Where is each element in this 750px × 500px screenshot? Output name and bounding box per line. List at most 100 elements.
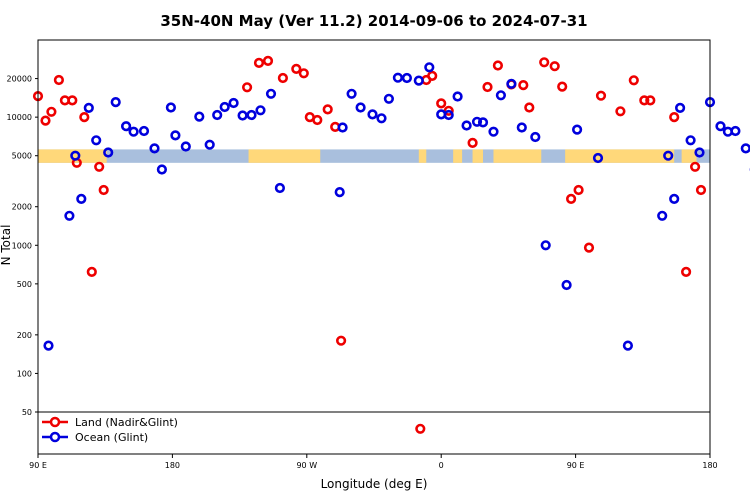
plot-frame <box>37 39 711 413</box>
land-point <box>40 115 51 126</box>
y-axis-label: N Total <box>0 225 13 266</box>
surface-type-bands <box>38 149 710 163</box>
land-band-segment <box>472 149 484 163</box>
land-point <box>539 57 550 68</box>
y-tick-label: 500 <box>17 280 32 289</box>
land-band-segment <box>418 149 427 163</box>
land-point <box>680 266 692 278</box>
ocean-point <box>334 187 345 198</box>
land-point <box>427 70 438 81</box>
ocean-point <box>540 240 551 251</box>
land-point <box>492 60 504 71</box>
ocean-point <box>103 147 114 158</box>
data-points <box>32 55 750 434</box>
y-tick-label: 10000 <box>7 113 32 122</box>
legend-ocean-label: Ocean (Glint) <box>75 431 148 444</box>
ocean-point <box>91 135 102 146</box>
ocean-point <box>413 75 424 86</box>
ocean-point <box>401 72 413 84</box>
land-point <box>595 90 607 101</box>
land-point <box>467 137 478 148</box>
land-point <box>689 161 701 172</box>
ocean-point <box>120 121 132 132</box>
land-point <box>253 57 265 69</box>
ocean-point <box>165 102 176 113</box>
ocean-point <box>424 62 435 73</box>
y-tick-label: 2000 <box>12 203 32 212</box>
ocean-point <box>156 164 167 175</box>
land-point <box>436 98 447 109</box>
ocean-point <box>516 122 527 133</box>
ocean-point <box>383 93 395 104</box>
ocean-point <box>228 97 239 109</box>
land-point <box>79 111 90 123</box>
land-point <box>557 81 568 92</box>
ocean-point <box>255 105 266 116</box>
ocean-point <box>452 91 463 102</box>
legend-ocean-marker <box>49 431 61 443</box>
ocean-point <box>561 279 572 291</box>
y-tick-label: 200 <box>17 331 32 340</box>
x-tick-label: 90 W <box>296 461 317 470</box>
land-point <box>277 72 289 84</box>
ocean-point <box>219 101 230 113</box>
ocean-point <box>367 109 378 120</box>
y-tick-label: 20000 <box>7 75 32 84</box>
land-point <box>573 184 584 196</box>
ocean-point <box>274 182 286 194</box>
land-point <box>669 111 680 123</box>
land-band-segment <box>248 149 321 163</box>
ocean-point <box>622 340 634 351</box>
ocean-point <box>170 130 181 141</box>
ocean-point <box>212 109 223 121</box>
x-axis-label: Longitude (deg E) <box>321 477 428 491</box>
ocean-point <box>346 88 357 99</box>
land-point <box>53 74 65 86</box>
land-point <box>46 106 57 117</box>
x-axis-ticks: 90 E 180 90 W 0 90 E 180 <box>29 454 718 470</box>
land-point <box>524 102 535 113</box>
land-point <box>322 104 333 115</box>
ocean-band <box>38 149 710 163</box>
legend-land-marker <box>49 416 61 428</box>
land-point <box>482 81 493 93</box>
land-point <box>262 55 274 67</box>
land-band-segment <box>681 149 697 163</box>
land-point <box>645 95 656 106</box>
ocean-point <box>376 113 387 124</box>
chart-title: 35N-40N May (Ver 11.2) 2014-09-06 to 202… <box>160 12 587 30</box>
x-tick-label: 90 E <box>567 461 585 470</box>
x-tick-label: 180 <box>702 461 717 470</box>
ocean-point <box>355 102 366 113</box>
x-tick-label: 180 <box>165 461 180 470</box>
ocean-point <box>669 193 680 204</box>
ocean-point <box>83 102 94 113</box>
ocean-point <box>657 210 668 221</box>
land-point <box>443 105 454 116</box>
ocean-point <box>674 102 686 113</box>
legend-land-label: Land (Nadir&Glint) <box>75 416 178 429</box>
ocean-point <box>392 72 404 83</box>
ocean-point <box>477 117 489 128</box>
land-point <box>639 95 650 106</box>
land-point <box>565 193 577 204</box>
ocean-point <box>43 340 54 351</box>
ocean-point <box>715 121 726 132</box>
legend-frame <box>37 411 711 455</box>
land-point <box>549 61 560 72</box>
y-tick-label: 50 <box>22 408 32 417</box>
ocean-point <box>76 193 87 204</box>
ocean-point <box>237 110 248 121</box>
land-band-segment <box>453 149 463 163</box>
ocean-point <box>694 147 705 158</box>
legend: Land (Nadir&Glint) Ocean (Glint) <box>42 416 178 444</box>
ocean-point <box>149 143 160 154</box>
land-point <box>298 68 309 79</box>
land-band-segment <box>565 149 675 163</box>
y-tick-label: 1000 <box>12 241 32 250</box>
ocean-point <box>471 116 483 127</box>
land-point <box>242 82 253 93</box>
ocean-point <box>571 124 583 135</box>
land-point <box>583 242 595 253</box>
land-point <box>628 75 639 86</box>
